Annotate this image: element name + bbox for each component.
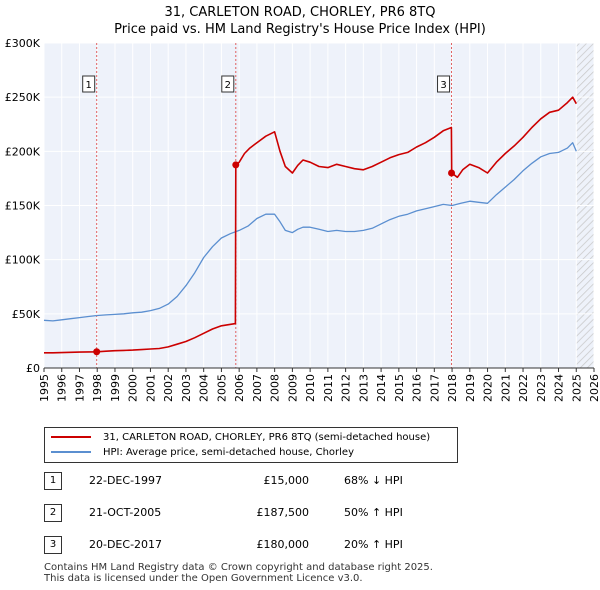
legend-label-hpi: HPI: Average price, semi-detached house,… [103,447,355,458]
sale-date: 21-OCT-2005 [89,506,162,519]
y-tick-label: £100K [5,254,41,267]
sale-date: 22-DEC-1997 [89,474,163,487]
sale-label-box [82,75,96,93]
grid-lines [43,42,595,369]
x-tick-label: 1999 [109,374,122,402]
sale-price: £180,000 [256,538,310,551]
x-tick-label: 1995 [38,374,51,402]
y-tick-label: £50K [12,308,41,321]
sale-point [232,161,240,169]
x-tick-label: 2002 [162,374,175,402]
x-tick-label: 2021 [499,374,512,402]
x-tick-label: 1997 [73,374,86,402]
sale-number-badge: 1 [44,472,62,490]
sale-hpi-comparison: 20% ↑ HPI [344,538,403,551]
x-tick-label: 2026 [588,374,600,402]
footer-copyright: Contains HM Land Registry data © Crown c… [44,562,433,573]
x-tick-label: 2020 [482,374,495,402]
y-tick-label: £0 [26,362,40,375]
x-tick-label: 2009 [286,374,299,402]
footer-licence: This data is licensed under the Open Gov… [44,573,363,584]
x-tick-label: 2000 [127,374,140,402]
x-tick-label: 2003 [180,374,193,402]
x-tick-label: 1998 [91,374,104,402]
sale-hpi-comparison: 50% ↑ HPI [344,506,403,519]
y-tick-label: £250K [5,91,41,104]
x-tick-label: 2016 [411,374,424,402]
legend-swatch-hpi [51,451,91,453]
x-tick-label: 2022 [517,374,530,402]
x-tick-label: 2007 [251,374,264,402]
x-tick-label: 2024 [553,374,566,402]
sale-number-badge: 2 [44,504,62,522]
y-tick-label: £200K [5,145,41,158]
chart-title-block: 31, CARLETON ROAD, CHORLEY, PR6 8TQ Pric… [0,4,600,38]
x-tick-label: 2008 [269,374,282,402]
x-tick-label: 2006 [233,374,246,402]
sale-date: 20-DEC-2017 [89,538,163,551]
legend-label-price: 31, CARLETON ROAD, CHORLEY, PR6 8TQ (sem… [103,432,431,443]
sale-price: £15,000 [263,474,310,487]
x-tick-label: 2001 [144,374,157,402]
sale-label-box [437,75,451,93]
x-tick-label: 2017 [428,374,441,402]
sale-labels: 1 2 3 [82,75,451,93]
x-tick-label: 1996 [56,374,69,402]
price-chart: 1 2 3 £0 £50K £100K £150K £200K £250K £300K 1995 1… [5,37,600,402]
x-tick-label: 2018 [446,374,459,402]
x-tick-label: 2015 [393,374,406,402]
sale-row: 2 21-OCT-2005 £187,500 50% ↑ HPI [44,504,464,524]
sale-price: £187,500 [256,506,310,519]
sale-points [93,161,456,356]
sale-hpi-comparison: 68% ↓ HPI [344,474,403,487]
footer-attribution: Contains HM Land Registry data © Crown c… [44,562,433,584]
legend-item-hpi: HPI: Average price, semi-detached house,… [51,446,354,460]
sale-label-number: 1 [86,80,92,91]
x-tick-label: 2019 [464,374,477,402]
x-tick-label: 2012 [340,374,353,402]
legend-item-price: 31, CARLETON ROAD, CHORLEY, PR6 8TQ (sem… [51,431,430,445]
x-tick-label: 2004 [198,374,211,402]
x-tick-label: 2013 [357,374,370,402]
sale-point [93,348,101,356]
sale-label-number: 2 [225,80,231,91]
sale-row: 3 20-DEC-2017 £180,000 20% ↑ HPI [44,536,464,556]
x-tick-label: 2014 [375,374,388,402]
price-paid-line [44,96,577,354]
y-tick-label: £300K [5,37,41,50]
x-tick-label: 2025 [570,374,583,402]
sale-row: 1 22-DEC-1997 £15,000 68% ↓ HPI [44,472,464,492]
chart-title: 31, CARLETON ROAD, CHORLEY, PR6 8TQ [164,5,436,20]
x-tick-label: 2023 [535,374,548,402]
x-tick-label: 2005 [215,374,228,402]
series-lines [43,96,577,354]
y-tick-label: £150K [5,200,41,213]
sale-label-number: 3 [440,80,446,91]
sale-number-badge: 3 [44,536,62,554]
x-tick-label: 2010 [304,374,317,402]
x-tick-label: 2011 [322,374,335,402]
sale-label-box [221,75,235,93]
hpi-line [43,142,577,322]
legend: 31, CARLETON ROAD, CHORLEY, PR6 8TQ (sem… [44,427,458,463]
sale-point [448,169,456,177]
legend-swatch-price [51,436,91,438]
chart-subtitle: Price paid vs. HM Land Registry's House … [114,22,486,37]
